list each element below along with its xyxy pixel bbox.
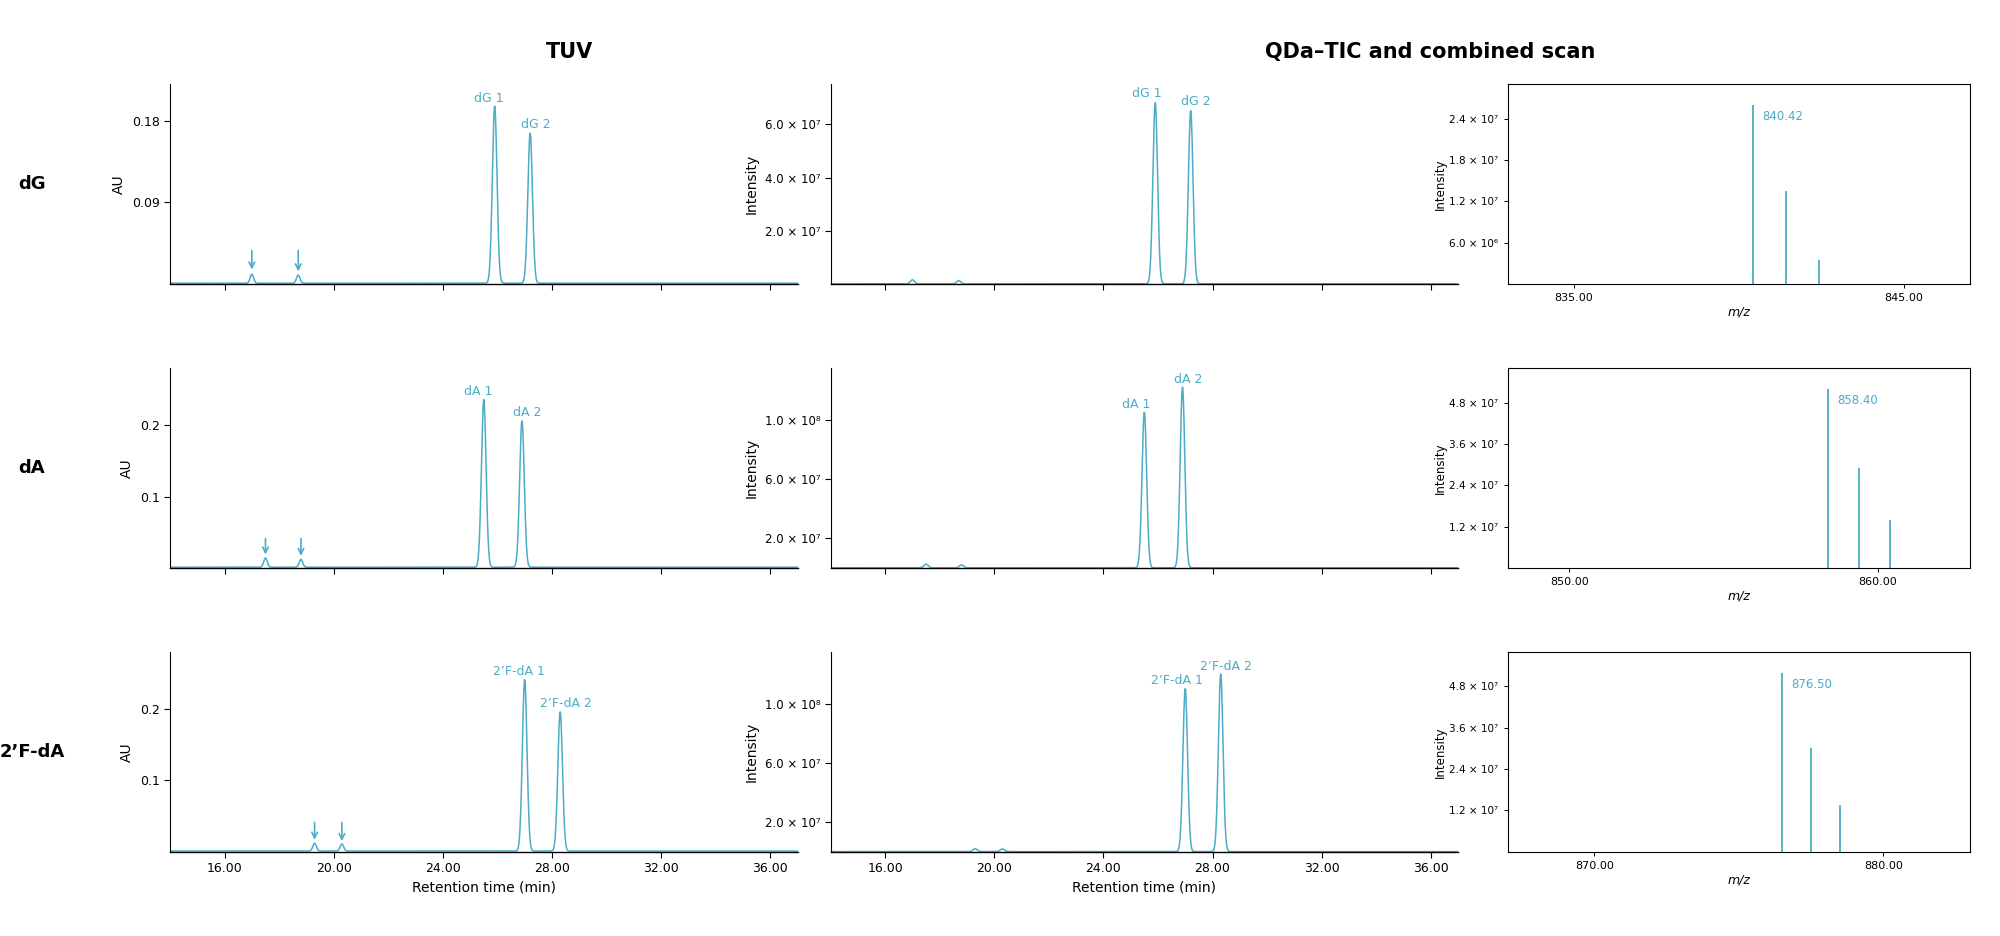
X-axis label: Retention time (min): Retention time (min) (1072, 881, 1216, 895)
Y-axis label: AU: AU (120, 742, 134, 762)
Text: dA 2: dA 2 (514, 406, 542, 419)
Y-axis label: Intensity: Intensity (744, 722, 758, 782)
Text: dA: dA (18, 459, 46, 477)
Y-axis label: Intensity: Intensity (1434, 158, 1446, 210)
Text: dA 2: dA 2 (1174, 373, 1202, 386)
Text: 876.50: 876.50 (1790, 678, 1832, 691)
X-axis label: m/z: m/z (1728, 873, 1750, 886)
Y-axis label: AU: AU (120, 459, 134, 477)
Text: dA 1: dA 1 (1122, 398, 1150, 411)
Text: dG 2: dG 2 (520, 119, 550, 131)
X-axis label: m/z: m/z (1728, 306, 1750, 319)
Text: dG: dG (18, 175, 46, 193)
Text: 840.42: 840.42 (1762, 110, 1804, 124)
Text: 858.40: 858.40 (1838, 394, 1878, 407)
X-axis label: Retention time (min): Retention time (min) (412, 881, 556, 895)
Text: 2’F-dA 2: 2’F-dA 2 (1200, 660, 1252, 673)
Text: TUV: TUV (546, 42, 594, 62)
Text: 2’F-dA 1: 2’F-dA 1 (494, 665, 546, 679)
Y-axis label: Intensity: Intensity (744, 438, 758, 498)
Text: dG 2: dG 2 (1182, 95, 1210, 109)
Text: dG 1: dG 1 (1132, 87, 1162, 100)
Text: QDa–TIC and combined scan: QDa–TIC and combined scan (1264, 42, 1596, 62)
Y-axis label: Intensity: Intensity (1434, 726, 1446, 778)
Text: 2’F-dA 1: 2’F-dA 1 (1152, 675, 1202, 687)
Text: 2’F-dA: 2’F-dA (0, 743, 64, 761)
X-axis label: m/z: m/z (1728, 590, 1750, 603)
Text: dA 1: dA 1 (464, 385, 492, 398)
Text: 2’F-dA 2: 2’F-dA 2 (540, 697, 592, 710)
Y-axis label: Intensity: Intensity (1434, 442, 1446, 494)
Y-axis label: AU: AU (112, 174, 126, 194)
Y-axis label: Intensity: Intensity (744, 154, 758, 214)
Text: dG 1: dG 1 (474, 92, 504, 105)
